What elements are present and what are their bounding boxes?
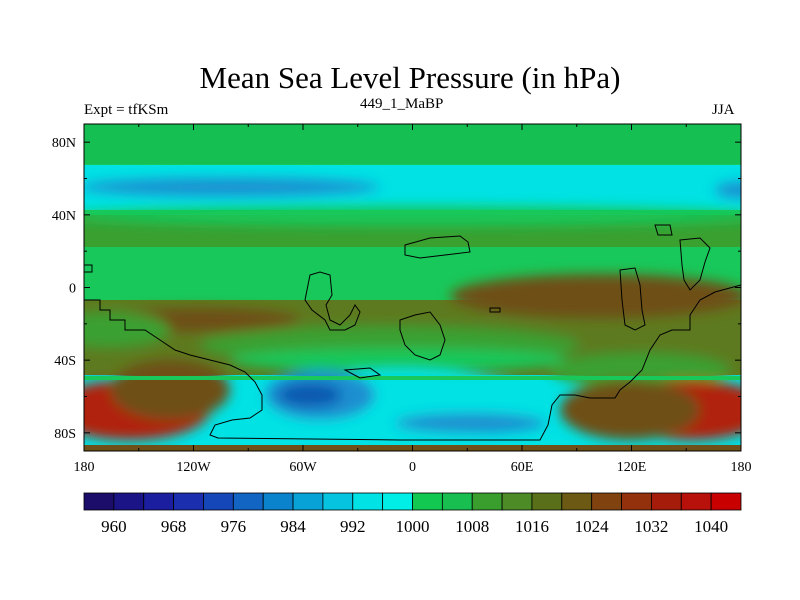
low-antarctic-east [395, 413, 545, 433]
colorbar-label: 968 [161, 517, 187, 536]
colorbar-swatch [292, 492, 324, 511]
y-axis: 80N 40N 0 40S 80S [52, 136, 741, 442]
low-north-east [715, 182, 741, 198]
chart-title: Mean Sea Level Pressure (in hPa) [199, 60, 621, 95]
colorbar-swatch [173, 492, 204, 511]
x-tick-label: 180 [74, 460, 95, 475]
pressure-field [84, 124, 741, 451]
colorbar-swatch [382, 492, 413, 511]
colorbar-label: 1032 [634, 517, 668, 536]
coastlines [84, 224, 741, 441]
x-tick-label: 60W [289, 460, 317, 475]
green-south-ring [230, 348, 570, 372]
brown-southwest [110, 360, 230, 420]
y-tick-label: 0 [69, 282, 76, 297]
colorbar-swatch [651, 492, 682, 511]
colorbar-swatch [710, 492, 742, 511]
y-tick-label: 40S [54, 354, 76, 369]
colorbar-swatch [113, 492, 145, 511]
colorbar-label: 992 [340, 517, 366, 536]
colorbar-swatch [680, 492, 712, 511]
colorbar-swatch [143, 492, 174, 511]
low-north-pacific [84, 178, 380, 196]
colorbar-swatch [591, 492, 622, 511]
colorbar-swatch [561, 492, 593, 511]
colorbar-label: 1024 [575, 517, 610, 536]
x-tick-label: 120E [617, 460, 647, 475]
coastline-east-1 [619, 267, 646, 331]
colorbar-swatch [203, 492, 234, 511]
coastline-north [404, 235, 471, 259]
colorbar-label: 960 [101, 517, 127, 536]
brown-southeast [560, 380, 700, 440]
colorbar-label: 1000 [396, 517, 430, 536]
band-arctic [84, 124, 741, 164]
y-tick-label: 80S [54, 427, 76, 442]
colorbar-label: 976 [221, 517, 247, 536]
colorbar-swatch [531, 492, 563, 511]
colorbar-swatch [441, 492, 473, 511]
colorbar-label: 1008 [455, 517, 489, 536]
colorbar-swatch [83, 492, 115, 511]
coastline-small-3 [84, 264, 93, 273]
colorbar-label: 1040 [694, 517, 728, 536]
x-tick-label: 120W [176, 460, 211, 475]
colorbar-swatch [352, 492, 384, 511]
season-label: JJA [712, 102, 735, 118]
deep-low-antarctic [278, 383, 342, 407]
colorbar-label: 1016 [515, 517, 549, 536]
period-label: 449_1_MaBP [360, 96, 444, 112]
coastline-africa [399, 311, 446, 361]
x-tick-label: 0 [409, 460, 416, 475]
y-tick-label: 80N [52, 136, 76, 151]
colorbar-swatch [501, 492, 533, 511]
colorbar-swatch [232, 492, 264, 511]
y-tick-label: 40N [52, 209, 76, 224]
coastline-south-america [304, 271, 361, 331]
coastline-south [84, 284, 741, 441]
colorbar-swatch [621, 492, 652, 511]
colorbar-swatch [412, 492, 443, 511]
x-tick-label: 60E [511, 460, 534, 475]
coastline-east-2 [679, 237, 711, 291]
coastline-east-3 [654, 224, 673, 236]
colorbar-swatch [322, 492, 354, 511]
x-axis: 180 120W 60W 0 60E 120E 180 [74, 124, 752, 475]
colorbar-swatch [262, 492, 294, 511]
green-north-mid [84, 206, 741, 226]
coastline-small-2 [489, 307, 501, 313]
colorbar-label: 984 [280, 517, 306, 536]
colorbar: 960 968 976 984 992 1000 1008 1016 1024 1032 1040 [83, 492, 742, 536]
brown-south-africa [450, 274, 741, 318]
coastline-small-1 [343, 367, 382, 379]
experiment-label: Expt = tfKSm [84, 102, 169, 118]
x-tick-label: 180 [731, 460, 752, 475]
colorbar-swatch [471, 492, 503, 511]
ice-edge-band [84, 376, 741, 380]
